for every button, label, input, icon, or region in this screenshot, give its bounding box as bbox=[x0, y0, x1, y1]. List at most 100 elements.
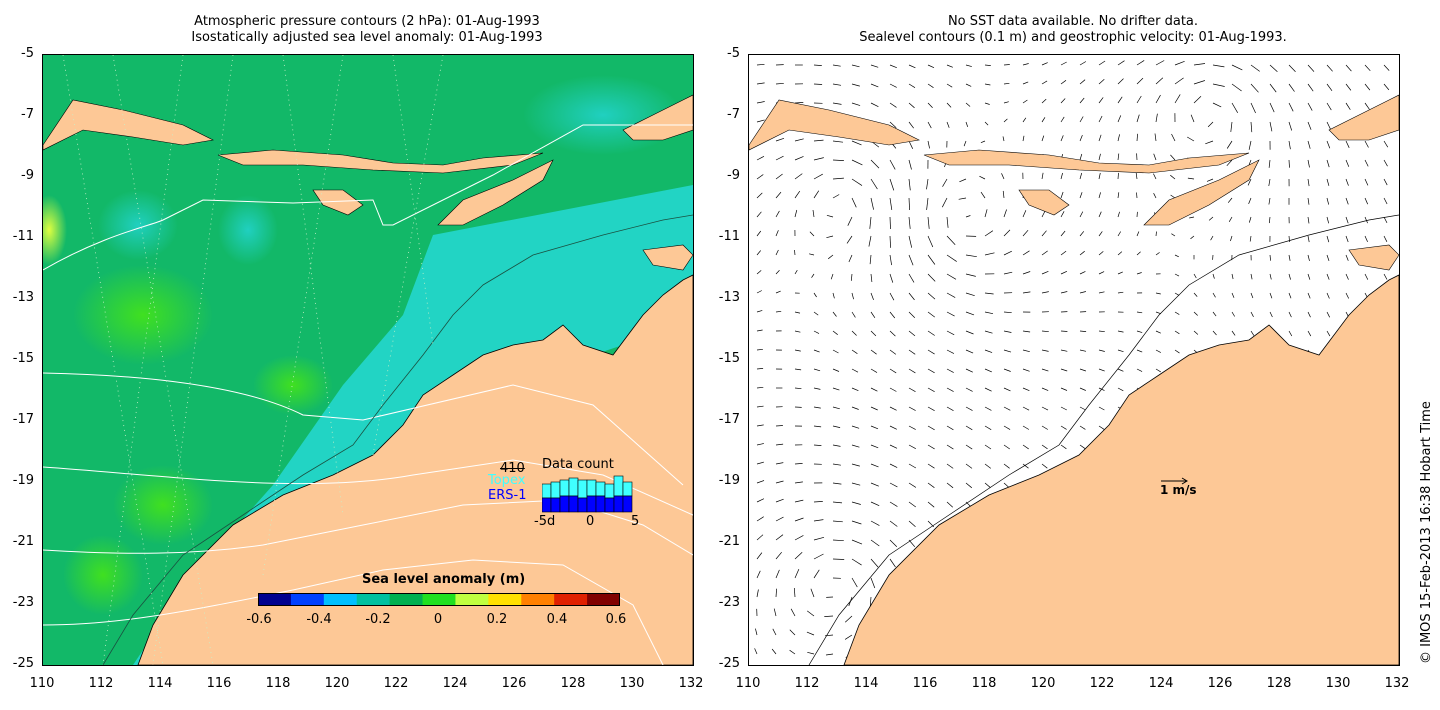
velocity-arrow bbox=[756, 534, 764, 541]
velocity-arrow bbox=[965, 215, 971, 218]
anomaly-blob bbox=[98, 190, 178, 260]
y-tick-label: -5 bbox=[727, 46, 740, 61]
velocity-arrow bbox=[1117, 231, 1122, 237]
velocity-arrow bbox=[826, 214, 834, 218]
velocity-arrow bbox=[832, 463, 841, 466]
velocity-arrow bbox=[1364, 273, 1369, 280]
velocity-arrow bbox=[813, 501, 823, 503]
velocity-arrow bbox=[869, 216, 872, 229]
velocity-arrow bbox=[1041, 117, 1046, 123]
colorbar-label: -0.2 bbox=[365, 612, 391, 627]
velocity-arrow bbox=[1136, 349, 1143, 353]
velocity-arrow bbox=[1060, 270, 1068, 275]
velocity-arrow bbox=[1193, 80, 1206, 85]
velocity-arrow bbox=[1326, 83, 1333, 92]
velocity-arrow bbox=[908, 159, 912, 170]
velocity-arrow bbox=[794, 368, 802, 371]
velocity-arrow bbox=[1171, 233, 1176, 237]
velocity-arrow bbox=[1003, 463, 1010, 469]
velocity-arrow bbox=[1041, 444, 1048, 450]
velocity-arrow bbox=[1231, 64, 1243, 71]
velocity-arrow bbox=[1269, 64, 1278, 73]
velocity-arrow bbox=[1170, 174, 1176, 180]
velocity-arrow bbox=[869, 254, 872, 265]
anomaly-blob bbox=[253, 355, 333, 415]
velocity-arrow bbox=[851, 482, 861, 486]
velocity-arrow bbox=[1098, 134, 1102, 142]
velocity-arrow bbox=[794, 499, 804, 503]
velocity-arrow bbox=[756, 230, 762, 237]
velocity-arrow bbox=[1136, 368, 1143, 372]
velocity-arrow bbox=[1212, 64, 1225, 68]
velocity-arrow bbox=[959, 178, 967, 183]
y-tick-label: -23 bbox=[12, 595, 34, 610]
velocity-arrow bbox=[1098, 425, 1105, 430]
velocity-arrow bbox=[870, 425, 879, 430]
velocity-arrow bbox=[965, 254, 977, 258]
velocity-arrow bbox=[1231, 311, 1236, 317]
velocity-arrow bbox=[844, 634, 853, 640]
velocity-arrow bbox=[813, 157, 824, 161]
velocity-arrow bbox=[1269, 292, 1273, 299]
velocity-arrow bbox=[1187, 136, 1195, 142]
velocity-arrow bbox=[1326, 292, 1330, 299]
velocity-arrow bbox=[984, 64, 991, 66]
velocity-arrow bbox=[813, 349, 820, 353]
x-tick-label: 132 bbox=[678, 676, 704, 691]
velocity-arrow bbox=[965, 368, 973, 373]
x-tick-label: 126 bbox=[1207, 676, 1233, 691]
velocity-arrow bbox=[870, 368, 878, 373]
velocity-arrow bbox=[793, 587, 796, 598]
velocity-arrow bbox=[1098, 291, 1105, 294]
velocity-arrow bbox=[870, 558, 879, 568]
velocity-arrow bbox=[813, 83, 823, 85]
velocity-arrow bbox=[927, 463, 935, 469]
velocity-arrow bbox=[813, 190, 820, 199]
velocity-arrow bbox=[754, 648, 758, 655]
x-tick-label: 110 bbox=[735, 676, 761, 691]
velocity-arrow bbox=[927, 216, 930, 229]
velocity-arrow bbox=[756, 192, 763, 199]
velocity-arrow bbox=[965, 387, 973, 392]
velocity-arrow bbox=[1307, 254, 1310, 261]
velocity-arrow bbox=[1307, 121, 1312, 130]
velocity-arrow bbox=[1345, 102, 1351, 110]
velocity-arrow bbox=[984, 292, 994, 295]
velocity-arrow bbox=[1079, 387, 1086, 391]
velocity-arrow bbox=[1098, 153, 1101, 161]
velocity-arrow bbox=[1117, 96, 1123, 104]
velocity-arrow bbox=[1345, 178, 1349, 186]
velocity-arrow bbox=[775, 425, 783, 427]
velocity-arrow bbox=[1079, 61, 1087, 66]
velocity-arrow bbox=[1155, 113, 1158, 123]
velocity-arrow bbox=[1079, 79, 1086, 85]
geostrophic-velocity-map[interactable] bbox=[748, 54, 1400, 666]
velocity-arrow bbox=[889, 349, 897, 355]
velocity-arrow bbox=[756, 270, 762, 275]
velocity-arrow bbox=[1208, 216, 1214, 221]
velocity-arrow bbox=[1174, 94, 1181, 104]
y-tick-label: -17 bbox=[12, 412, 34, 427]
velocity-arrow bbox=[832, 83, 842, 86]
x-tick-label: 128 bbox=[1266, 676, 1292, 691]
y-tick-label: -21 bbox=[718, 534, 740, 549]
velocity-arrow bbox=[1003, 64, 1010, 66]
velocity-arrow bbox=[1022, 117, 1027, 123]
x-tick-label: 128 bbox=[560, 676, 586, 691]
velocity-arrow bbox=[926, 197, 929, 210]
velocity-arrow bbox=[1269, 121, 1273, 132]
velocity-arrow bbox=[1364, 235, 1368, 243]
velocity-arrow bbox=[1060, 116, 1065, 123]
velocity-arrow bbox=[946, 368, 954, 373]
colorbar-segment bbox=[587, 593, 620, 606]
sea-level-anomaly-map[interactable] bbox=[42, 54, 694, 666]
velocity-arrow bbox=[851, 387, 859, 392]
velocity-arrow bbox=[1098, 349, 1105, 352]
velocity-arrow bbox=[1079, 406, 1086, 411]
velocity-arrow bbox=[1268, 178, 1271, 187]
velocity-arrow bbox=[889, 387, 897, 392]
velocity-arrow bbox=[984, 482, 991, 488]
velocity-arrow bbox=[927, 83, 934, 88]
velocity-arrow bbox=[1212, 330, 1217, 336]
velocity-arrow bbox=[1022, 387, 1030, 392]
